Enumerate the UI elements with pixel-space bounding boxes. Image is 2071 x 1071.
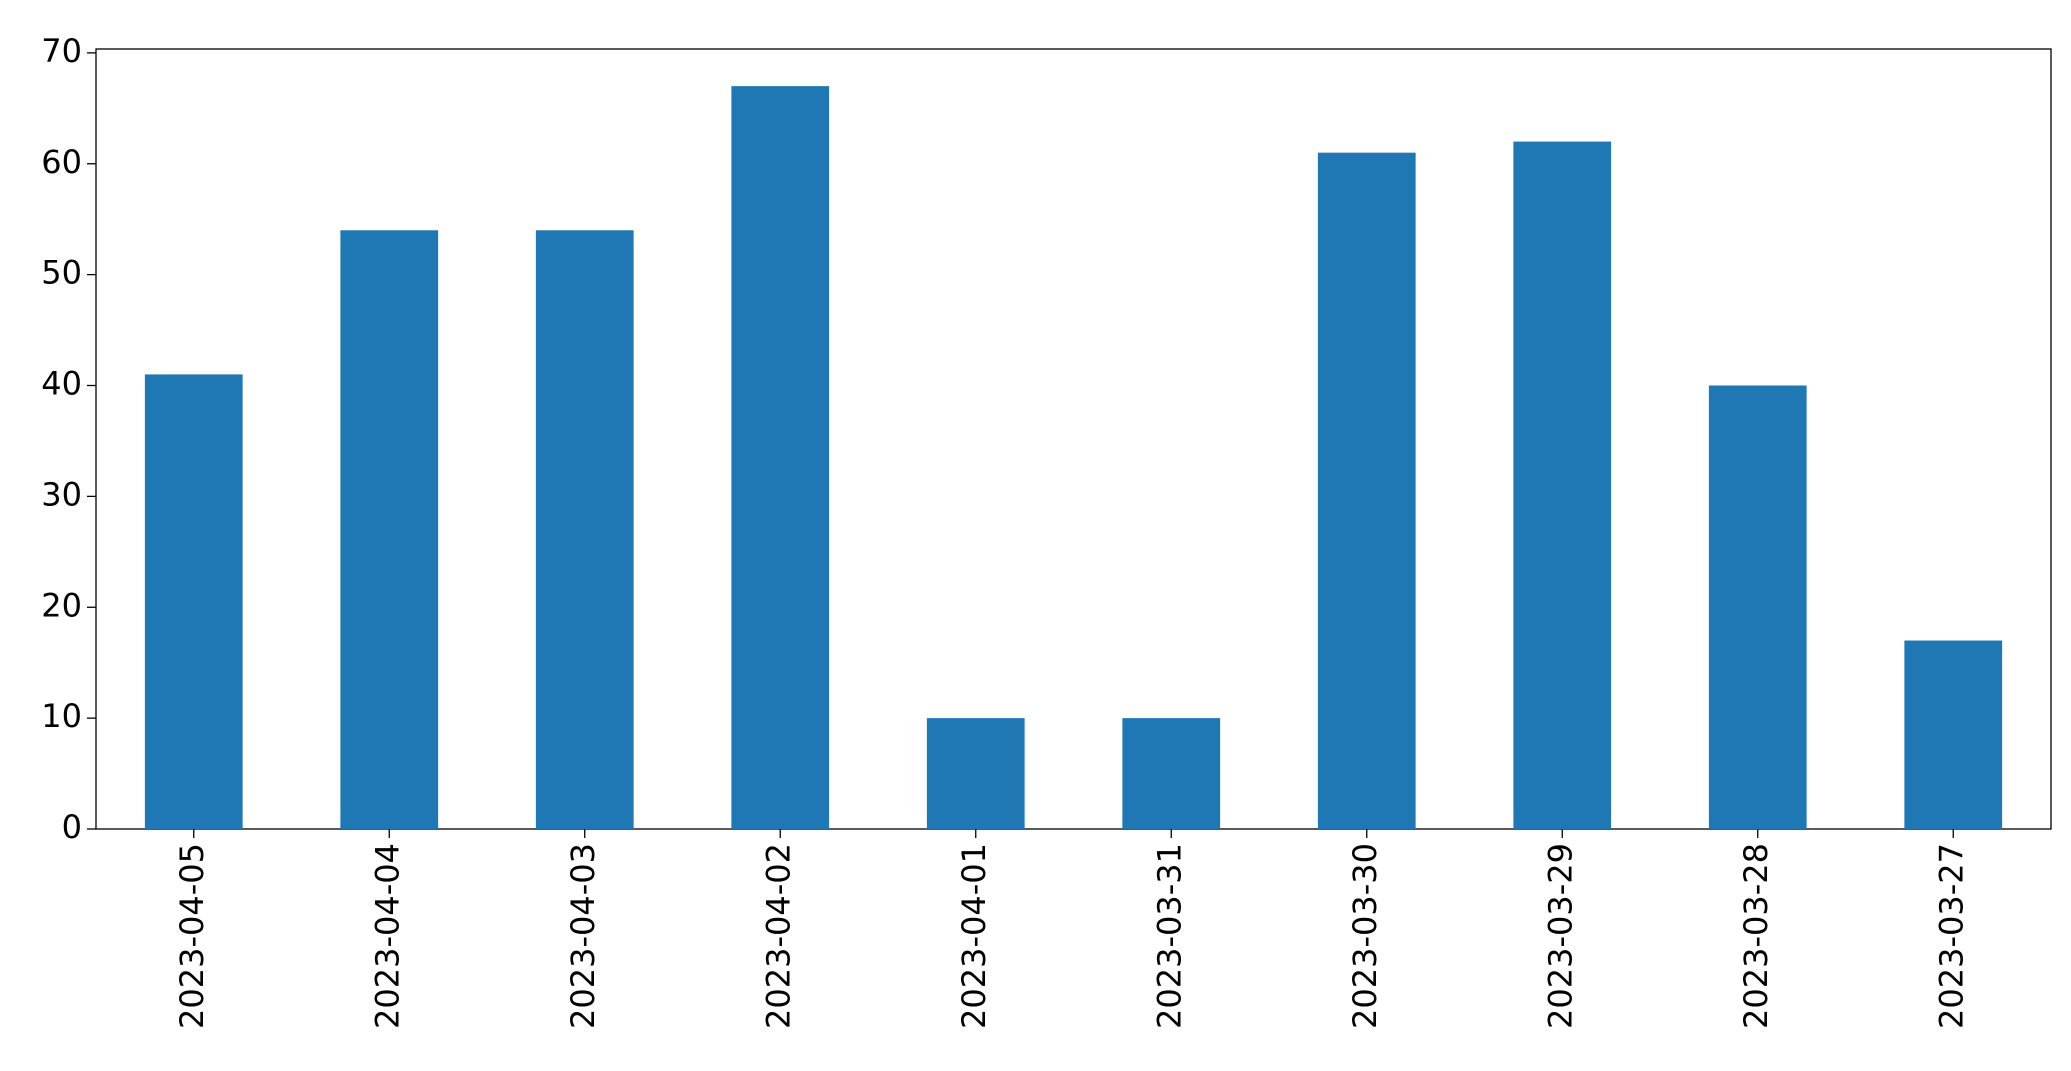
x-tick-label: 2023-03-31 [1150,843,1188,1029]
y-tick-label: 10 [41,697,82,735]
bar [1904,640,2003,829]
y-tick-label: 40 [41,365,82,403]
y-tick-label: 0 [62,808,82,846]
x-tick-label: 2023-04-04 [368,843,406,1029]
x-tick-label: 2023-04-02 [759,843,797,1029]
bar [731,86,830,829]
x-tick-label: 2023-04-05 [173,843,211,1029]
x-tick-label: 2023-03-28 [1737,843,1775,1029]
bar [1317,152,1416,830]
bar [926,718,1025,829]
y-tick-label: 20 [41,586,82,624]
y-tick-label: 50 [41,254,82,292]
bar [1513,141,1612,829]
x-tick-label: 2023-03-29 [1541,843,1579,1029]
y-tick-label: 70 [41,32,82,70]
x-tick-label: 2023-04-03 [564,843,602,1029]
bar [340,230,439,830]
x-tick-label: 2023-03-27 [1932,843,1970,1029]
plot-frame [95,48,2052,830]
x-tick-label: 2023-03-30 [1346,843,1384,1029]
bar [1122,718,1221,829]
y-tick-label: 30 [41,475,82,513]
bar [144,374,243,829]
bar [1708,385,1807,829]
y-tick-label: 60 [41,143,82,181]
bar [535,230,634,830]
x-tick-label: 2023-04-01 [955,843,993,1029]
